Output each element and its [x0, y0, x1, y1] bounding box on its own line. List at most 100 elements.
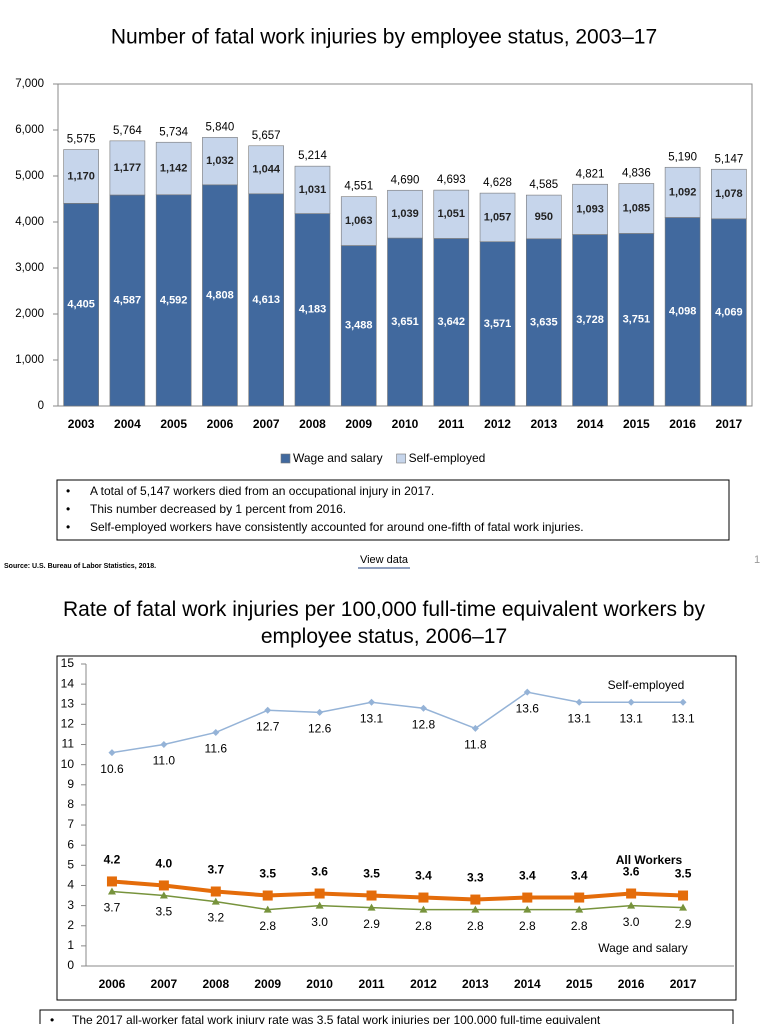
- note: This number decreased by 1 percent from …: [90, 502, 346, 516]
- bar-value-label: 4,808: [206, 289, 234, 301]
- bar-segment: [572, 183, 608, 235]
- x-tick-label: 2011: [359, 977, 385, 991]
- notes-box: [39, 1009, 734, 1024]
- marker: [574, 892, 585, 903]
- series-label: Wage and salary: [598, 941, 688, 955]
- bar-segment: [664, 217, 701, 407]
- marker: [575, 905, 584, 913]
- marker: [471, 724, 479, 732]
- marker: [627, 698, 635, 706]
- legend-label: Self-employed: [409, 451, 486, 465]
- x-tick-label: 2017: [716, 417, 743, 431]
- legend-label: Wage and salary: [293, 451, 383, 465]
- x-tick-label: 2011: [438, 417, 464, 431]
- data-label: 3.6: [623, 865, 640, 879]
- y-tick-label: 1,000: [15, 354, 44, 366]
- marker: [418, 892, 429, 903]
- bar-value-label: 4,183: [299, 304, 327, 316]
- data-label: 11.8: [464, 738, 487, 752]
- note: A total of 5,147 workers died from an oc…: [90, 484, 434, 498]
- bar-segment: [109, 140, 146, 196]
- data-label: 12.7: [256, 719, 280, 733]
- y-tick-label: 2: [67, 918, 74, 932]
- bar-value-label: 1,142: [160, 162, 188, 174]
- bar-value-label: 3,635: [530, 316, 558, 328]
- bar-segment: [109, 194, 146, 407]
- marker: [471, 905, 480, 913]
- bar-segment: [340, 245, 377, 407]
- bar-value-label: 1,057: [484, 211, 512, 223]
- view-data-link[interactable]: View data: [360, 554, 409, 566]
- x-tick-label: 2017: [670, 977, 697, 991]
- bar-segment: [525, 194, 562, 240]
- bar-segment: [63, 203, 99, 407]
- bar-value-label: 4,613: [252, 294, 280, 306]
- y-tick-label: 3: [67, 898, 74, 912]
- bar-value-label: 950: [535, 211, 553, 223]
- bar-segment: [433, 189, 470, 239]
- marker: [314, 888, 325, 899]
- marker: [627, 901, 636, 909]
- bar-value-label: 3,728: [576, 314, 604, 326]
- x-tick-label: 2007: [151, 977, 178, 991]
- marker: [523, 905, 532, 913]
- marker: [108, 749, 116, 757]
- y-tick-label: 0: [67, 958, 74, 972]
- data-label: 4.2: [104, 853, 121, 867]
- x-tick-label: 2010: [306, 977, 333, 991]
- x-tick-label: 2016: [669, 417, 696, 431]
- series-label: All Workers: [616, 853, 683, 867]
- marker: [366, 890, 377, 901]
- bar-value-label: 3,488: [345, 320, 373, 332]
- marker: [212, 728, 220, 736]
- bar-value-label: 1,078: [715, 188, 743, 200]
- marker: [107, 887, 116, 895]
- data-label: 13.1: [360, 711, 384, 725]
- data-label: 3.6: [311, 865, 328, 879]
- bar-value-label: 1,177: [114, 162, 142, 174]
- y-tick-label: 12: [61, 717, 75, 731]
- marker: [626, 888, 637, 899]
- notes-box: [56, 479, 730, 541]
- data-label: 3.0: [623, 915, 640, 929]
- total-label: 4,836: [622, 168, 651, 180]
- series-label: Self-employed: [608, 678, 685, 692]
- x-tick-label: 2003: [68, 417, 95, 431]
- total-label: 5,190: [668, 151, 697, 163]
- x-tick-label: 2010: [392, 417, 419, 431]
- total-label: 4,821: [576, 168, 605, 180]
- marker: [419, 704, 427, 712]
- data-label: 13.1: [568, 711, 592, 725]
- marker: [159, 891, 168, 899]
- marker: [316, 708, 324, 716]
- bar-value-label: 4,587: [114, 294, 142, 306]
- marker: [367, 903, 376, 911]
- bullet: •: [66, 502, 70, 516]
- bar-value-label: 1,085: [623, 202, 651, 214]
- total-label: 4,693: [437, 174, 466, 186]
- bar-segment: [294, 213, 331, 407]
- y-tick-label: 15: [61, 656, 75, 670]
- marker: [211, 897, 220, 905]
- y-tick-label: 11: [62, 737, 75, 751]
- data-label: 3.3: [467, 871, 484, 885]
- y-tick-label: 10: [61, 757, 75, 771]
- data-label: 13.6: [516, 701, 540, 715]
- bar-value-label: 4,069: [715, 306, 743, 318]
- data-label: 3.5: [156, 905, 173, 919]
- marker: [158, 880, 169, 891]
- bar-segment: [387, 237, 423, 407]
- bullet: •: [50, 1013, 54, 1024]
- x-tick-label: 2007: [253, 417, 280, 431]
- total-label: 5,764: [113, 125, 142, 137]
- y-tick-label: 5,000: [15, 170, 44, 182]
- bar-value-label: 4,592: [160, 294, 188, 306]
- series-line: [111, 691, 684, 754]
- data-label: 11.0: [153, 754, 176, 768]
- x-tick-label: 2006: [207, 417, 234, 431]
- marker: [523, 688, 531, 696]
- data-label: 2.8: [259, 919, 276, 933]
- chart-frame: [56, 655, 737, 1001]
- data-label: 3.5: [259, 867, 276, 881]
